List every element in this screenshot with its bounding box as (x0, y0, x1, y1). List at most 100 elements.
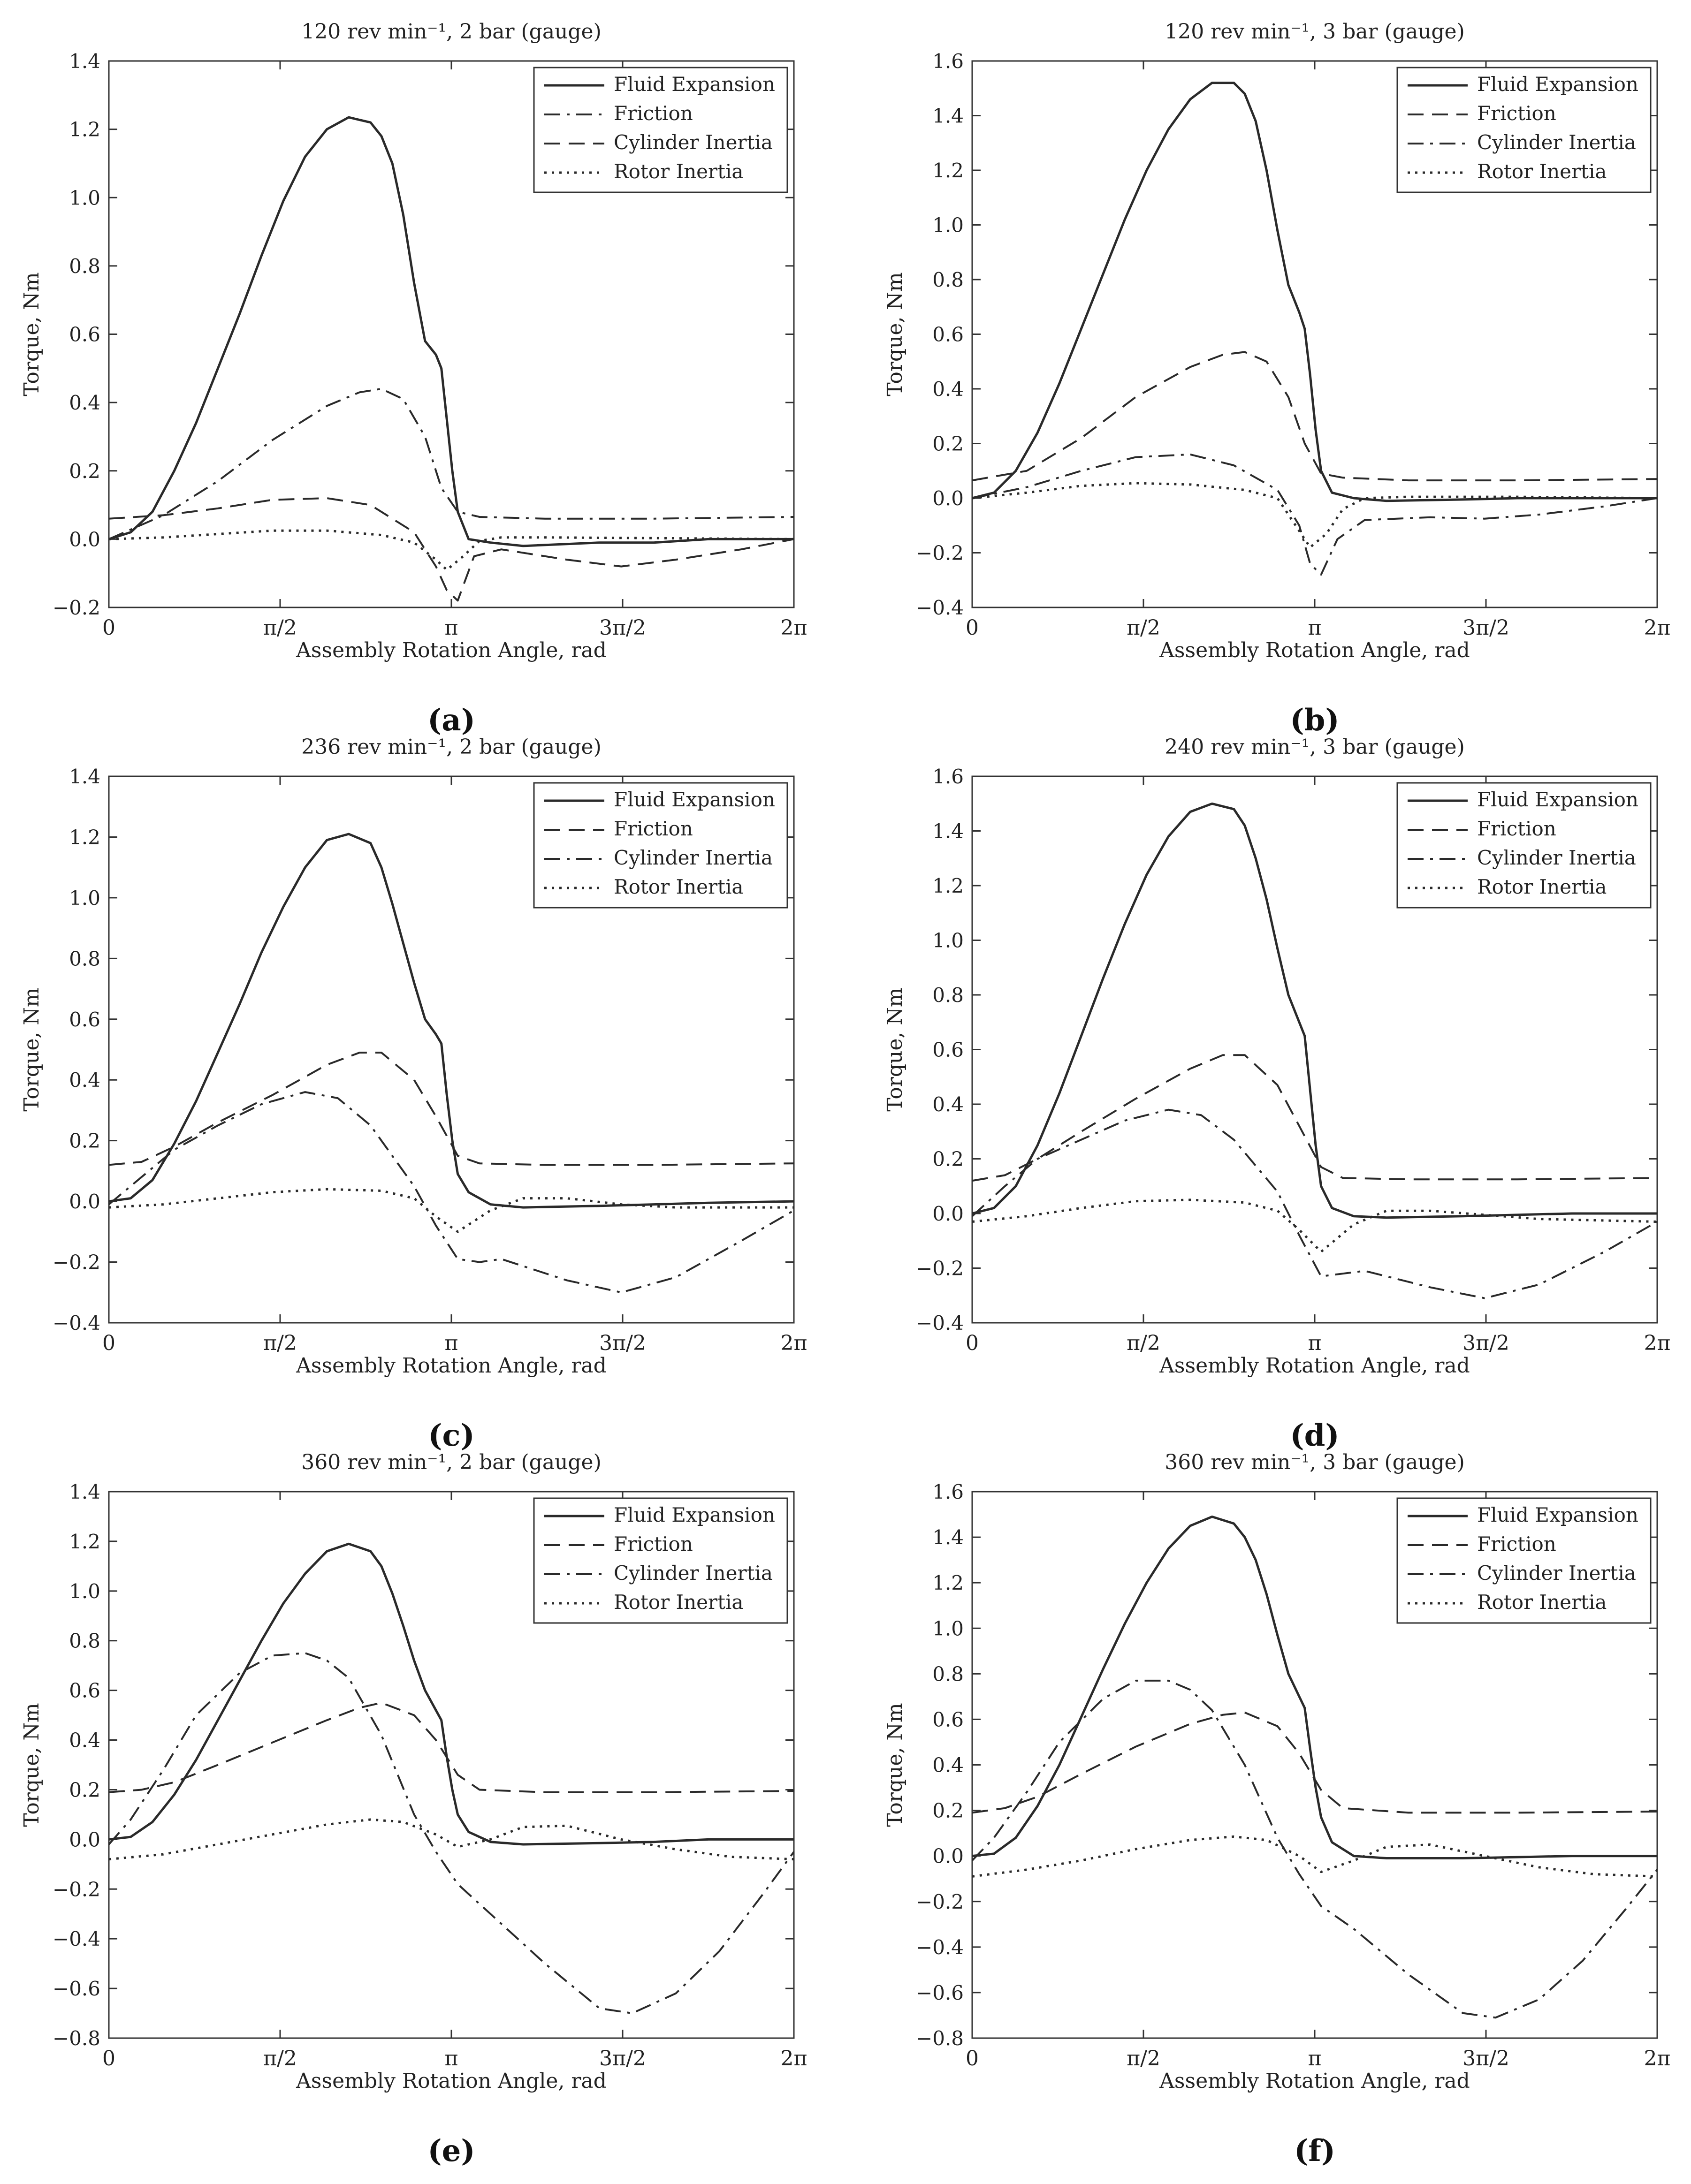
y-tick-label: 0.2 (69, 1130, 100, 1153)
y-tick-label: 1.2 (932, 1571, 964, 1594)
x-tick-label: 2π (781, 1331, 807, 1355)
x-tick-label: 3π/2 (1462, 616, 1509, 640)
legend: Fluid Expansion Friction Cylinder Inertia R… (1396, 67, 1652, 193)
y-tick-label: −0.4 (916, 1936, 964, 1959)
legend-entry-label: Fluid Expansion (1477, 1503, 1638, 1526)
y-tick-label: 0.6 (69, 1679, 100, 1702)
legend-entry-label: Cylinder Inertia (614, 1562, 773, 1585)
y-tick-label: −0.2 (916, 1890, 964, 1913)
y-tick-label: 0.4 (932, 378, 964, 401)
y-tick-label: −0.4 (916, 1312, 964, 1335)
x-tick-label: 0 (102, 1331, 115, 1355)
legend-entry-label: Rotor Inertia (1477, 160, 1607, 183)
x-tick-label: π/2 (263, 616, 297, 640)
chart-panel-5: 360 rev min⁻¹, 2 bar (gauge) −0.8 −0.6 −0.4… (20, 1450, 807, 2169)
y-tick-label: 1.4 (932, 820, 964, 843)
x-tick-label: 0 (966, 2047, 979, 2070)
x-axis-label: Assembly Rotation Angle, rad (296, 1354, 607, 1378)
y-tick-label: −0.4 (53, 1312, 100, 1335)
y-tick-label: 1.2 (69, 826, 100, 849)
x-tick-label: π (1308, 2047, 1322, 2070)
chart-title: 360 rev min⁻¹, 2 bar (gauge) (301, 1450, 602, 1474)
series-line-friction (972, 1711, 1657, 1814)
y-tick-label: 0.8 (932, 1662, 964, 1685)
y-tick-label: 1.0 (932, 929, 964, 952)
y-tick-label: −0.2 (53, 596, 100, 619)
series-line-rotor-inertia (972, 1198, 1657, 1253)
y-tick-label: 0.6 (932, 1039, 964, 1062)
y-tick-label: 0.4 (69, 1729, 100, 1752)
y-tick-label: −0.2 (53, 1878, 100, 1901)
y-tick-label: 0.2 (932, 432, 964, 455)
x-tick-label: 0 (966, 1331, 979, 1355)
y-axis-label: Torque, Nm (20, 987, 44, 1111)
y-axis-label: Torque, Nm (883, 272, 907, 396)
legend-entry-label: Cylinder Inertia (614, 846, 773, 869)
panel-label: (b) (1290, 703, 1339, 738)
y-tick-label: −0.4 (916, 596, 964, 619)
y-tick-label: 0.4 (69, 391, 100, 414)
series-line-rotor-inertia (109, 529, 794, 571)
y-tick-label: 0.0 (932, 1845, 964, 1868)
series-line-friction (109, 1702, 794, 1793)
y-tick-label: 0.4 (932, 1093, 964, 1116)
y-tick-label: 0.0 (69, 1190, 100, 1213)
legend-entry-label: Friction (1477, 1532, 1556, 1555)
panel-label: (a) (427, 703, 475, 738)
x-axis-label: Assembly Rotation Angle, rad (296, 2069, 607, 2093)
y-tick-label: 1.4 (69, 1480, 100, 1503)
x-tick-label: 0 (966, 616, 979, 640)
y-tick-label: 1.4 (932, 1526, 964, 1549)
series-line-cylinder-inertia (109, 1091, 794, 1294)
legend-entry-label: Cylinder Inertia (1477, 1562, 1636, 1585)
series-line-fluid-expansion (109, 833, 794, 1209)
y-tick-label: 0.2 (932, 1148, 964, 1171)
legend-entry-label: Fluid Expansion (614, 73, 775, 96)
y-tick-label: −0.4 (53, 1927, 100, 1950)
x-tick-label: 2π (1644, 616, 1671, 640)
y-axis-label: Torque, Nm (20, 272, 44, 396)
x-tick-label: 0 (102, 616, 115, 640)
series-line-friction (972, 1054, 1657, 1182)
y-tick-label: 0.4 (932, 1754, 964, 1777)
y-tick-label: 1.0 (69, 186, 100, 209)
legend: Fluid Expansion Friction Cylinder Inertia R… (533, 1497, 788, 1624)
y-tick-label: 1.0 (69, 887, 100, 910)
legend-entry-label: Rotor Inertia (1477, 875, 1607, 898)
y-tick-label: 0.8 (69, 947, 100, 970)
chart-panel-4: 240 rev min⁻¹, 3 bar (gauge) −0.4 −0.2 0.0 0… (883, 735, 1670, 1453)
x-tick-label: 2π (781, 2047, 807, 2070)
y-tick-label: 0.8 (932, 268, 964, 291)
legend: Fluid Expansion Friction Cylinder Inertia R… (1396, 782, 1652, 909)
x-axis-label: Assembly Rotation Angle, rad (296, 638, 607, 662)
x-tick-label: 2π (1644, 1331, 1671, 1355)
series-line-cylinder-inertia (109, 497, 794, 602)
y-tick-label: 0.0 (932, 1202, 964, 1225)
series-line-rotor-inertia (109, 1188, 794, 1233)
x-tick-label: π/2 (1127, 616, 1160, 640)
y-tick-label: 0.6 (932, 1708, 964, 1731)
y-tick-label: 0.8 (69, 255, 100, 278)
x-tick-label: π (445, 2047, 458, 2070)
x-tick-label: π/2 (263, 2047, 297, 2070)
y-tick-label: 0.0 (932, 487, 964, 510)
x-tick-label: π (1308, 616, 1322, 640)
y-tick-label: 1.0 (932, 1617, 964, 1640)
x-tick-label: 3π/2 (599, 616, 646, 640)
y-tick-label: 0.0 (69, 1828, 100, 1851)
chart-title: 360 rev min⁻¹, 3 bar (gauge) (1165, 1450, 1465, 1474)
panel-label: (d) (1290, 1418, 1339, 1453)
y-tick-label: 0.6 (69, 1008, 100, 1031)
y-tick-label: 1.0 (932, 214, 964, 237)
chart-panel-3: 236 rev min⁻¹, 2 bar (gauge) −0.4 −0.2 0.0 0… (20, 735, 807, 1453)
y-axis-label: Torque, Nm (883, 987, 907, 1111)
legend-entry-label: Cylinder Inertia (1477, 131, 1636, 154)
legend-entry-label: Rotor Inertia (614, 1591, 743, 1614)
y-tick-label: 1.2 (932, 159, 964, 182)
series-line-cylinder-inertia (972, 453, 1657, 576)
chart-title: 236 rev min⁻¹, 2 bar (gauge) (301, 735, 602, 759)
series-line-fluid-expansion (109, 116, 794, 547)
y-tick-label: 1.4 (932, 105, 964, 128)
series-line-rotor-inertia (972, 482, 1657, 549)
